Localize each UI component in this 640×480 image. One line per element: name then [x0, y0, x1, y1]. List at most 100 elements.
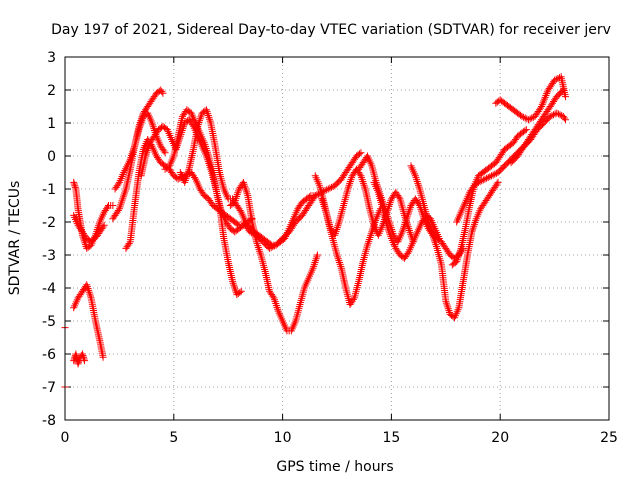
data-point [478, 177, 486, 185]
data-point [494, 178, 502, 186]
data-point [99, 223, 107, 231]
data-point [359, 179, 367, 187]
data-point [206, 115, 214, 123]
data-point [334, 255, 342, 263]
data-point [160, 147, 168, 155]
x-tick-label: 20 [491, 430, 509, 446]
data-point [236, 206, 244, 214]
x-tick-label: 25 [600, 430, 618, 446]
data-point [364, 239, 372, 247]
tick-labels: 0 5 10 15 20 25 -8 -7 -6 -5 -4 -3 -2 -1 0 1 2 3 [42, 50, 618, 446]
data-point [367, 232, 375, 240]
data-point [230, 281, 238, 289]
x-tick-label: 5 [169, 430, 178, 446]
data-point [321, 187, 329, 195]
data-point [366, 234, 374, 242]
data-point [413, 177, 421, 185]
data-point [404, 249, 412, 257]
data-point [86, 292, 94, 300]
data-point [407, 230, 415, 238]
data-point [522, 126, 530, 134]
data-point [541, 93, 549, 101]
data-point [444, 305, 452, 313]
data-point [521, 114, 529, 122]
data-point [114, 206, 122, 214]
data-point [349, 296, 357, 304]
data-point [272, 301, 280, 309]
y-tick-label: 3 [47, 50, 56, 66]
data-point [114, 180, 122, 188]
data-point [161, 149, 169, 157]
data-point [305, 193, 313, 201]
data-point [313, 253, 321, 261]
data-point [233, 191, 241, 199]
data-point [556, 111, 564, 119]
y-tick-label: -1 [42, 182, 56, 198]
y-tick-label: 2 [47, 83, 56, 99]
data-point [553, 109, 561, 117]
data-point [334, 253, 342, 261]
data-point [443, 301, 451, 309]
data-point [474, 178, 482, 186]
x-tick-label: 0 [61, 430, 70, 446]
data-point [237, 287, 245, 295]
data-point [254, 242, 262, 250]
data-point [481, 175, 489, 183]
data-point [328, 183, 336, 191]
data-point [356, 170, 364, 178]
y-tick-label: -3 [42, 248, 56, 264]
data-point [550, 111, 558, 119]
data-point [109, 202, 117, 209]
data-point [79, 352, 87, 360]
data-point [414, 179, 422, 187]
data-point [489, 171, 497, 179]
data-point [248, 229, 256, 237]
data-point [536, 104, 544, 112]
data-point [444, 303, 452, 311]
y-tick-label: -2 [42, 215, 56, 231]
data-point [312, 255, 320, 263]
data-point [313, 191, 321, 199]
data-point [159, 89, 167, 97]
data-point [484, 173, 492, 181]
data-point [476, 178, 484, 186]
data-point [548, 112, 556, 120]
data-point [528, 114, 536, 122]
data-point [190, 173, 198, 181]
data-point [346, 177, 354, 185]
data-point [206, 117, 214, 125]
data-point [520, 113, 528, 121]
data-point [406, 228, 414, 236]
y-tick-label: -7 [42, 380, 56, 396]
data-point [365, 237, 373, 245]
data-point [337, 262, 345, 270]
data-point [560, 114, 568, 122]
data-point [125, 239, 133, 247]
data-point [231, 285, 239, 293]
data-point [395, 193, 403, 201]
data-point [415, 183, 423, 191]
data-point [336, 260, 344, 268]
y-tick-label: -4 [42, 281, 56, 297]
data-point [355, 150, 363, 158]
data-point [86, 290, 94, 298]
data-point [493, 180, 501, 188]
data-point [335, 259, 343, 267]
data-point [75, 358, 83, 366]
data-point [442, 299, 450, 307]
y-tick-label: -8 [42, 413, 56, 429]
data-point [334, 222, 342, 230]
data-point [158, 88, 166, 96]
data-point [312, 257, 320, 265]
data-point [70, 178, 78, 186]
y-tick-label: -6 [42, 347, 56, 363]
x-axis-label: GPS time / hours [276, 459, 393, 475]
data-point [521, 127, 529, 135]
data-point [470, 222, 478, 230]
data-point [103, 203, 111, 211]
data-point [479, 176, 487, 184]
data-points [61, 73, 569, 391]
data-point [311, 192, 319, 200]
data-point [359, 177, 367, 185]
